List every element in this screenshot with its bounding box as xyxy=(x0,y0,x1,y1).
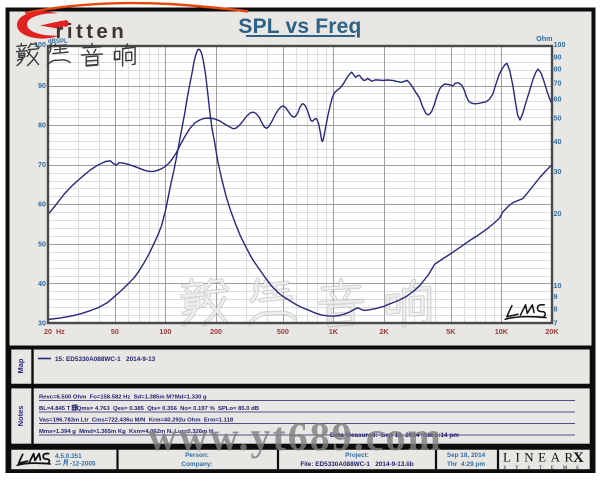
svg-text:5K: 5K xyxy=(446,327,456,336)
svg-text:60: 60 xyxy=(554,95,562,104)
svg-text:50: 50 xyxy=(38,239,46,248)
svg-text:1K: 1K xyxy=(329,327,339,336)
svg-text:70: 70 xyxy=(38,160,46,169)
svg-text:10K: 10K xyxy=(495,327,509,336)
svg-text:60: 60 xyxy=(38,200,46,209)
svg-text:-12-2005: -12-2005 xyxy=(70,460,96,467)
svg-text:dBSPL: dBSPL xyxy=(48,39,68,45)
svg-text:File: ED5330A088WC-1 2014-9-: File: ED5330A088WC-1 2014-9-13.lib xyxy=(300,461,413,468)
svg-text:4.5.0.351: 4.5.0.351 xyxy=(55,453,82,460)
svg-text:90: 90 xyxy=(38,81,46,90)
svg-text:500: 500 xyxy=(277,327,289,336)
svg-text:www.yt689.com: www.yt689.com xyxy=(148,414,443,459)
svg-text:7: 7 xyxy=(554,318,558,327)
svg-text:100: 100 xyxy=(34,40,46,49)
svg-text:ritten: ritten xyxy=(56,20,128,43)
svg-text:BL=4.845 T Qms= 4.763 Qes=: BL=4.845 T Qms= 4.763 Qes= 0.385 Qts= 0.… xyxy=(39,406,259,412)
svg-text:Revc=6.500 Ohm Fo=158.582 Hz: Revc=6.500 Ohm Fo=158.582 Hz Sd=1.385m M… xyxy=(39,395,207,401)
svg-text:Person:: Person: xyxy=(185,452,209,459)
svg-text:20K: 20K xyxy=(545,327,559,336)
svg-text:Data Measured: Sep 13, 2014: Data Measured: Sep 13, 2014 Sat 5:14 pm xyxy=(330,432,459,439)
svg-text:Notes: Notes xyxy=(16,406,25,427)
svg-text:Ohm: Ohm xyxy=(536,34,552,43)
svg-text:Company:: Company: xyxy=(181,461,212,468)
svg-text:30: 30 xyxy=(554,167,562,176)
svg-text:SYSTEMS: SYSTEMS xyxy=(504,466,588,471)
svg-text:200: 200 xyxy=(210,327,222,336)
svg-text:15: ED5330A088WC-1 2014-9-13: 15: ED5330A088WC-1 2014-9-13 xyxy=(55,356,156,363)
svg-text:8: 8 xyxy=(554,305,558,314)
svg-text:Sep 18, 2014: Sep 18, 2014 xyxy=(447,452,486,459)
svg-text:50: 50 xyxy=(554,114,562,123)
svg-text:Vas=196.783m Ltr Cms=722.436u: Vas=196.783m Ltr Cms=722.436u M/N Krm=40… xyxy=(39,418,234,424)
svg-text:90: 90 xyxy=(554,52,562,61)
svg-text:SPL vs Freq: SPL vs Freq xyxy=(238,15,361,38)
svg-text:X: X xyxy=(573,450,584,466)
svg-text:40: 40 xyxy=(554,137,562,146)
svg-text:100: 100 xyxy=(554,40,566,49)
svg-text:Mms=1.394 g Mmd=1.365m Kg Kx: Mms=1.394 g Mmd=1.365m Kg Kxm=4.062m N L… xyxy=(39,429,213,435)
svg-text:9: 9 xyxy=(554,292,558,301)
svg-text:Project:: Project: xyxy=(345,452,369,459)
svg-text:20: 20 xyxy=(554,209,562,218)
svg-text:Map: Map xyxy=(16,358,25,373)
svg-text:10: 10 xyxy=(554,281,562,290)
svg-text:80: 80 xyxy=(38,121,46,130)
svg-text:50: 50 xyxy=(111,327,119,336)
svg-text:40: 40 xyxy=(38,279,46,288)
svg-text:LINEAR: LINEAR xyxy=(503,450,578,465)
svg-text:80: 80 xyxy=(554,65,562,74)
svg-text:Thr 4:29 pm: Thr 4:29 pm xyxy=(447,461,485,468)
svg-text:100: 100 xyxy=(159,327,171,336)
svg-text:30: 30 xyxy=(38,318,46,327)
svg-text:20 Hz: 20 Hz xyxy=(44,327,65,336)
svg-text:70: 70 xyxy=(554,79,562,88)
svg-text:2K: 2K xyxy=(379,327,389,336)
